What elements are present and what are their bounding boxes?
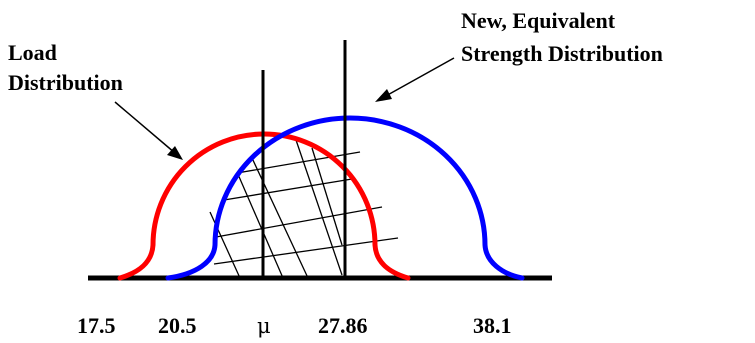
tick-label-mu: μ [257, 314, 271, 338]
strength-label-line-1: New, Equivalent [461, 8, 616, 33]
strength-label-line-2: Strength Distribution [461, 41, 663, 66]
load-callout-arrow [114, 101, 183, 160]
tick-label-27-86: 27.86 [318, 313, 368, 338]
tick-label-38-1: 38.1 [473, 313, 512, 338]
strength-callout-arrow [375, 57, 455, 102]
tick-label-20-5: 20.5 [158, 313, 197, 338]
load-label-line-1: Load [8, 40, 57, 65]
tick-label-17-5: 17.5 [77, 313, 116, 338]
load-label-line-2: Distribution [8, 70, 123, 95]
